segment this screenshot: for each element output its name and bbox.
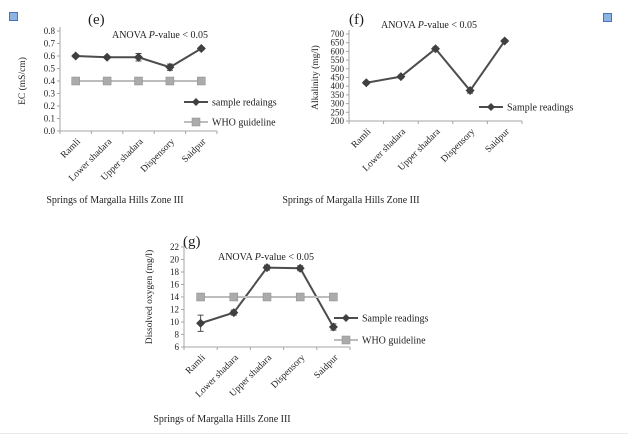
panel-label: (e)	[88, 12, 105, 28]
x-axis-title: Springs of Margalla Hills Zone III	[282, 195, 419, 206]
marker-square	[196, 292, 205, 302]
y-tick-label: 16	[170, 280, 180, 290]
marker-square	[295, 292, 305, 302]
y-tick-label: 10	[170, 317, 180, 327]
legend-label: sample redaings	[212, 98, 277, 109]
y-tick-label: 350	[331, 90, 345, 100]
legend-marker-diamond	[192, 98, 200, 106]
y-tick-label: 450	[331, 73, 345, 83]
y-tick-label: 0.2	[44, 101, 55, 111]
legend-marker-square	[341, 335, 351, 345]
marker-diamond	[134, 52, 143, 62]
y-tick-label: 20	[170, 255, 180, 265]
selection-handle-right[interactable]	[603, 13, 612, 22]
legend-label: Sample readings	[362, 314, 428, 325]
marker-square	[229, 292, 239, 302]
y-tick-label: 22	[170, 242, 179, 252]
y-tick-label: 200	[331, 116, 345, 126]
panel-label: (g)	[183, 234, 201, 250]
y-tick-label: 14	[170, 292, 180, 302]
marker-square	[165, 76, 175, 86]
y-tick-label: 300	[331, 99, 345, 109]
legend-marker-diamond	[342, 314, 350, 322]
x-category-label: Saidpur	[313, 352, 342, 381]
anova-annotation: ANOVA P-value < 0.05	[381, 20, 477, 31]
marker-diamond	[102, 52, 112, 62]
y-tick-label: 8	[175, 330, 180, 340]
x-category-label: Dispensory	[139, 137, 177, 175]
legend-label: WHO guideline	[362, 336, 426, 347]
legend-label: WHO guideline	[212, 118, 276, 129]
legend-marker-diamond	[487, 103, 495, 111]
x-category-label: Saidpur	[484, 126, 513, 155]
y-tick-label: 0.7	[44, 39, 56, 49]
x-category-label: Ramli	[350, 127, 374, 151]
marker-diamond	[465, 86, 475, 96]
x-category-label: Ramli	[184, 353, 208, 377]
y-axis-title: Alkalinity (mg/l)	[310, 45, 321, 110]
marker-square	[134, 76, 143, 86]
y-tick-label: 400	[331, 81, 345, 91]
anova-annotation: ANOVA P-value < 0.05	[112, 30, 208, 41]
y-tick-label: 18	[170, 267, 180, 277]
marker-diamond	[396, 72, 406, 82]
y-tick-label: 0.4	[44, 76, 56, 86]
y-tick-label: 700	[331, 29, 345, 39]
marker-diamond	[229, 308, 239, 318]
chart-f: 200250300350400450500550600650700RamliLo…	[282, 12, 573, 206]
y-tick-label: 650	[331, 38, 345, 48]
x-category-label: Ramli	[59, 137, 83, 161]
marker-diamond	[196, 44, 206, 53]
anova-annotation: ANOVA P-value < 0.05	[218, 252, 314, 263]
y-tick-label: 6	[175, 342, 180, 352]
y-tick-label: 0.1	[44, 114, 55, 124]
y-tick-label: 0.3	[44, 89, 56, 99]
x-category-label: Dispensory	[270, 353, 308, 391]
marker-diamond	[328, 322, 338, 332]
marker-diamond	[361, 78, 371, 88]
marker-square	[262, 292, 272, 302]
marker-diamond	[196, 318, 206, 328]
marker-square	[197, 76, 206, 86]
marker-diamond	[431, 44, 440, 54]
y-tick-label: 500	[331, 64, 345, 74]
x-category-label: Saidpur	[180, 136, 209, 165]
y-axis-title: EC (mS/cm)	[17, 57, 28, 105]
marker-square	[71, 76, 80, 86]
y-tick-label: 600	[331, 46, 345, 56]
y-tick-label: 0.5	[44, 64, 56, 74]
marker-square	[102, 76, 112, 86]
y-axis-title: Dissolved oxygen (mg/l)	[144, 250, 155, 344]
x-axis-title: Springs of Margalla Hills Zone III	[46, 195, 183, 206]
marker-diamond	[71, 51, 81, 61]
y-tick-label: 12	[170, 305, 179, 315]
y-tick-label: 0.6	[44, 51, 56, 61]
legend-label: Sample readings	[507, 103, 573, 114]
legend-marker-square	[191, 117, 201, 127]
marker-diamond	[165, 62, 175, 72]
x-category-label: Dispensory	[440, 127, 478, 165]
y-tick-label: 0.0	[44, 126, 56, 136]
panel-label: (f)	[349, 12, 364, 28]
marker-diamond	[500, 36, 510, 46]
marker-diamond	[295, 263, 305, 273]
y-tick-label: 250	[331, 107, 345, 117]
marker-square	[329, 292, 338, 302]
y-tick-label: 550	[331, 55, 345, 65]
marker-diamond	[262, 263, 272, 273]
selection-handle-left[interactable]	[9, 12, 18, 21]
y-tick-label: 0.8	[44, 26, 56, 36]
x-axis-title: Springs of Margalla Hills Zone III	[153, 414, 290, 425]
